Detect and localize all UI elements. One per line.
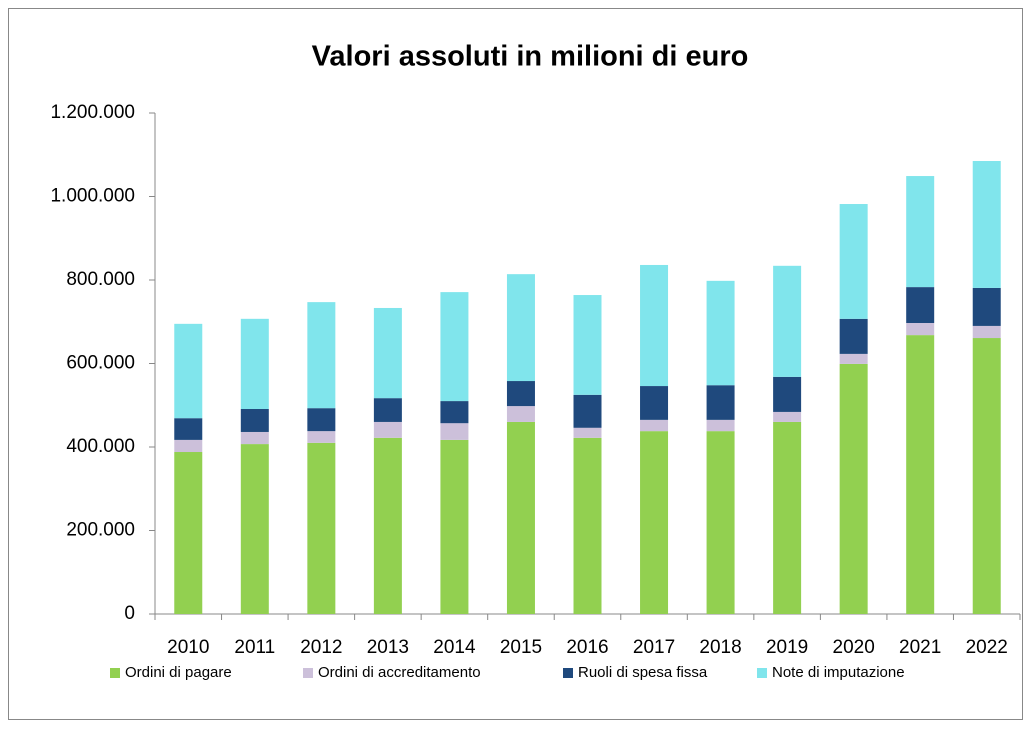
bar-segment [174, 452, 203, 614]
bar-segment [440, 401, 469, 424]
bar-segment [640, 431, 669, 614]
bar-segment [573, 295, 602, 395]
bar-segment [373, 398, 402, 422]
bar-segment [240, 318, 269, 410]
legend-swatch [110, 668, 120, 678]
y-tick-label: 200.000 [66, 520, 135, 541]
bar-segment [440, 423, 469, 440]
x-tick-label: 2013 [367, 637, 409, 658]
bar-segment [174, 323, 203, 419]
bar-segment [972, 287, 1001, 326]
legend-swatch [757, 668, 767, 678]
legend-label: Ordini di accreditamento [318, 664, 481, 681]
bar-segment [240, 431, 269, 445]
bar-segment [307, 408, 336, 432]
bar-segment [307, 302, 336, 409]
bar-segment [706, 419, 735, 432]
bar-segment [506, 381, 535, 407]
x-tick-label: 2011 [234, 637, 275, 658]
legend-label: Ordini di pagare [125, 664, 232, 681]
bar-segment [573, 394, 602, 428]
bar-segment [706, 431, 735, 614]
bar-segment [506, 406, 535, 422]
legend-label: Ruoli di spesa fissa [578, 664, 708, 681]
y-tick-label: 800.000 [66, 269, 135, 290]
x-tick-label: 2012 [300, 637, 342, 658]
x-tick-label: 2014 [433, 637, 476, 658]
y-tick-label: 1.000.000 [50, 186, 135, 207]
bar-segment [640, 419, 669, 432]
bar-segment [240, 444, 269, 614]
bar-segment [373, 421, 402, 438]
x-tick-label: 2022 [966, 637, 1008, 658]
y-tick-label: 600.000 [66, 353, 135, 374]
bar-segment [773, 376, 802, 412]
bar-segment [440, 292, 469, 402]
x-tick-label: 2016 [566, 637, 608, 658]
bar-segment [573, 427, 602, 438]
bar-segment [440, 439, 469, 614]
bar-segment [773, 421, 802, 614]
legend-swatch [303, 668, 313, 678]
bar-segment [773, 411, 802, 422]
bar-segment [839, 204, 868, 319]
bar-segment [373, 437, 402, 614]
bar-segment [906, 287, 935, 324]
x-tick-label: 2010 [167, 637, 209, 658]
bar-segment [706, 385, 735, 420]
bar-segment [506, 274, 535, 382]
bar-segment [373, 307, 402, 399]
bar-segment [839, 353, 868, 364]
bar-segment [240, 409, 269, 432]
x-tick-label: 2018 [699, 637, 741, 658]
bar-segment [839, 318, 868, 354]
x-tick-label: 2020 [833, 637, 875, 658]
legend-swatch [563, 668, 573, 678]
x-tick-label: 2021 [899, 637, 941, 658]
bar-segment [839, 363, 868, 614]
chart-title: Valori assoluti in milioni di euro [312, 41, 749, 73]
bar-segment [307, 431, 336, 443]
bar-segment [906, 323, 935, 336]
bar-segment [640, 264, 669, 387]
bar-segment [972, 325, 1001, 339]
x-tick-label: 2015 [500, 637, 542, 658]
x-tick-label: 2019 [766, 637, 808, 658]
legend-label: Note di imputazione [772, 664, 905, 681]
bar-segment [972, 338, 1001, 614]
bar-segment [573, 437, 602, 614]
y-tick-label: 1.200.000 [50, 102, 135, 123]
bar-segment [506, 421, 535, 614]
bar-segment [174, 439, 203, 453]
bar-segment [307, 442, 336, 614]
bar-segment [706, 280, 735, 386]
y-tick-label: 400.000 [66, 436, 135, 457]
bar-segment [906, 335, 935, 614]
bar-segment [773, 265, 802, 377]
bar-segment [640, 386, 669, 420]
x-tick-label: 2017 [633, 637, 675, 658]
bar-segment [174, 418, 203, 440]
bar-segment [972, 161, 1001, 288]
bar-segment [906, 176, 935, 288]
y-tick-label: 0 [124, 603, 135, 624]
